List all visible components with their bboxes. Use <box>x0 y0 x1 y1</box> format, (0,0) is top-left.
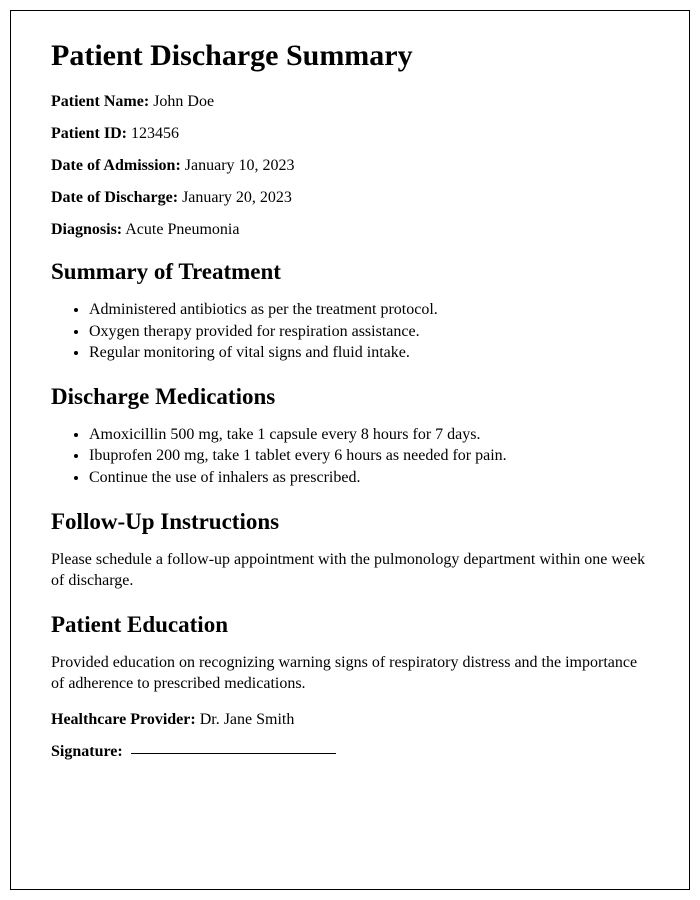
list-item: Ibuprofen 200 mg, take 1 tablet every 6 … <box>89 445 649 467</box>
page-title: Patient Discharge Summary <box>51 39 649 73</box>
provider-label: Healthcare Provider: <box>51 711 196 728</box>
provider-field: Healthcare Provider: Dr. Jane Smith <box>51 711 649 729</box>
list-item: Oxygen therapy provided for respiration … <box>89 321 649 343</box>
education-text: Provided education on recognizing warnin… <box>51 652 649 695</box>
diagnosis-label: Diagnosis: <box>51 221 122 238</box>
patient-name-field: Patient Name: John Doe <box>51 93 649 111</box>
patient-name-value: John Doe <box>153 93 214 110</box>
discharge-summary-page: Patient Discharge Summary Patient Name: … <box>10 10 690 890</box>
date-discharge-value: January 20, 2023 <box>182 189 292 206</box>
patient-id-label: Patient ID: <box>51 125 127 142</box>
signature-line <box>131 753 336 754</box>
date-admission-field: Date of Admission: January 10, 2023 <box>51 157 649 175</box>
date-admission-label: Date of Admission: <box>51 157 181 174</box>
followup-heading: Follow-Up Instructions <box>51 509 649 535</box>
medications-list: Amoxicillin 500 mg, take 1 capsule every… <box>89 424 649 489</box>
diagnosis-field: Diagnosis: Acute Pneumonia <box>51 221 649 239</box>
treatment-list: Administered antibiotics as per the trea… <box>89 299 649 364</box>
list-item: Regular monitoring of vital signs and fl… <box>89 342 649 364</box>
provider-value: Dr. Jane Smith <box>200 711 295 728</box>
patient-name-label: Patient Name: <box>51 93 149 110</box>
signature-label: Signature: <box>51 743 123 760</box>
list-item: Continue the use of inhalers as prescrib… <box>89 467 649 489</box>
patient-id-value: 123456 <box>131 125 179 142</box>
date-discharge-field: Date of Discharge: January 20, 2023 <box>51 189 649 207</box>
list-item: Administered antibiotics as per the trea… <box>89 299 649 321</box>
education-heading: Patient Education <box>51 612 649 638</box>
treatment-heading: Summary of Treatment <box>51 259 649 285</box>
diagnosis-value: Acute Pneumonia <box>125 221 239 238</box>
list-item: Amoxicillin 500 mg, take 1 capsule every… <box>89 424 649 446</box>
patient-id-field: Patient ID: 123456 <box>51 125 649 143</box>
followup-text: Please schedule a follow-up appointment … <box>51 549 649 592</box>
signature-field: Signature: <box>51 743 649 761</box>
medications-heading: Discharge Medications <box>51 384 649 410</box>
date-admission-value: January 10, 2023 <box>185 157 295 174</box>
date-discharge-label: Date of Discharge: <box>51 189 178 206</box>
